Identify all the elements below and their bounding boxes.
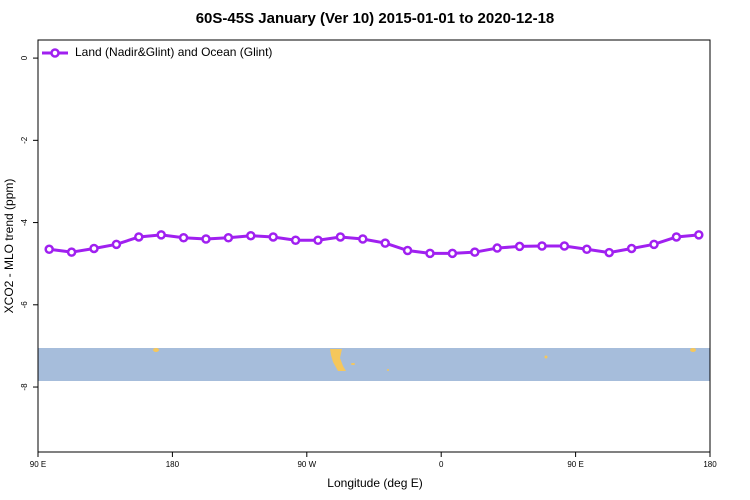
legend-label: Land (Nadir&Glint) and Ocean (Glint) bbox=[75, 45, 272, 59]
legend-marker bbox=[50, 48, 60, 58]
x-tick-label: 90 E bbox=[567, 460, 583, 469]
data-point bbox=[156, 230, 166, 240]
data-point bbox=[559, 241, 570, 251]
data-point bbox=[134, 232, 144, 242]
data-point bbox=[89, 243, 99, 254]
series-line bbox=[49, 233, 699, 255]
x-tick-label: 0 bbox=[439, 460, 444, 469]
data-point bbox=[649, 239, 659, 250]
data-point bbox=[223, 233, 234, 243]
data-point bbox=[671, 232, 682, 242]
data-point bbox=[335, 232, 346, 242]
data-point bbox=[447, 248, 458, 259]
chart-title: 60S-45S January (Ver 10) 2015-01-01 to 2… bbox=[196, 10, 555, 27]
data-point bbox=[178, 233, 189, 243]
data-point bbox=[604, 247, 614, 258]
y-axis-label: XCO2 - MLO trend (ppm) bbox=[2, 179, 16, 314]
y-tick-label: -4 bbox=[20, 218, 29, 226]
data-point bbox=[626, 243, 637, 254]
data-point bbox=[358, 234, 368, 244]
y-tick-label: -8 bbox=[20, 383, 29, 391]
data-point bbox=[694, 230, 704, 240]
land-strip bbox=[38, 348, 710, 381]
data-point bbox=[201, 234, 211, 244]
y-tick-label: -6 bbox=[20, 301, 29, 309]
y-tick-label: -2 bbox=[20, 136, 29, 144]
data-point bbox=[492, 243, 502, 253]
data-point bbox=[246, 230, 256, 241]
data-point bbox=[268, 232, 278, 242]
data-point bbox=[470, 247, 480, 257]
x-tick-label: 90 E bbox=[30, 460, 46, 469]
data-point bbox=[582, 244, 592, 255]
x-axis-label: Longitude (deg E) bbox=[327, 476, 422, 490]
data-point bbox=[111, 239, 122, 250]
data-point bbox=[537, 241, 547, 251]
x-tick-label: 180 bbox=[703, 460, 717, 469]
x-tick-label: 180 bbox=[166, 460, 180, 469]
data-point bbox=[66, 247, 77, 257]
data-point bbox=[514, 241, 525, 252]
data-point bbox=[380, 238, 390, 248]
data-point bbox=[290, 235, 301, 245]
data-point bbox=[44, 244, 54, 255]
plot-frame bbox=[37, 39, 711, 453]
x-tick-label: 90 W bbox=[297, 460, 316, 469]
data-point bbox=[425, 248, 435, 259]
data-point bbox=[402, 245, 413, 256]
data-point bbox=[313, 235, 323, 245]
y-tick-label: 0 bbox=[20, 55, 29, 60]
